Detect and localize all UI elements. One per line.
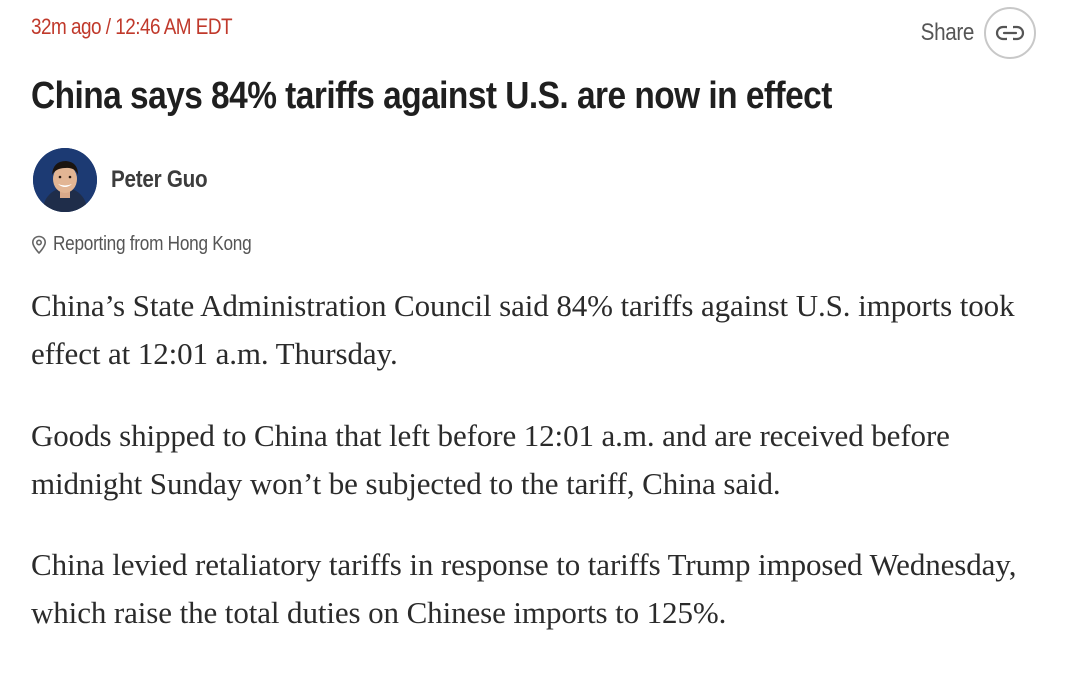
author-avatar-icon <box>33 148 97 212</box>
location-pin-icon <box>31 235 47 254</box>
headline: China says 84% tariffs against U.S. are … <box>31 75 832 117</box>
reporting-location: Reporting from Hong Kong <box>31 233 284 256</box>
author-name[interactable]: Peter Guo <box>111 166 208 193</box>
body-paragraph-2: Goods shipped to China that left before … <box>31 418 950 501</box>
location-label: Reporting from Hong Kong <box>53 233 252 255</box>
body-paragraph-3: China levied retaliatory tariffs in resp… <box>31 547 1017 630</box>
body-paragraph-1: China’s State Administration Council sai… <box>31 288 1015 371</box>
avatar[interactable] <box>33 148 97 212</box>
share-control[interactable]: Share <box>912 7 1036 59</box>
link-icon <box>995 25 1025 41</box>
author-byline[interactable]: Peter Guo <box>33 148 223 212</box>
post-timestamp: 32m ago / 12:46 AM EDT <box>31 14 233 39</box>
share-button[interactable] <box>984 7 1036 59</box>
share-label[interactable]: Share <box>920 19 975 46</box>
